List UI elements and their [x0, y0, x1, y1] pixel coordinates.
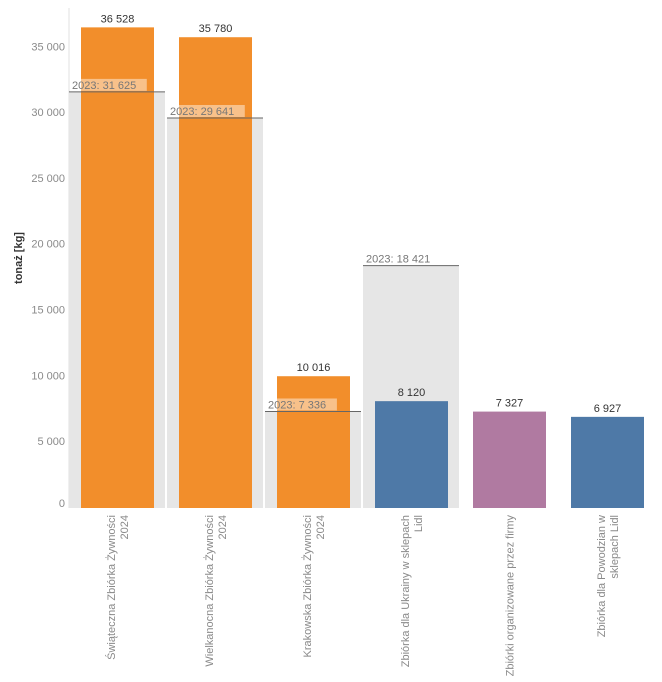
reference-label-bg	[266, 398, 337, 411]
x-category-label-line: Zbiórka dla Ukrainy w sklepach	[400, 515, 412, 667]
x-category-label-line: 2024	[119, 515, 131, 539]
x-category-label: Zbiórka dla Ukrainy w sklepach Lidl	[400, 515, 425, 667]
x-axis-labels: Świąteczna Zbiórka Żywności 2024 Wielkanoc…	[105, 515, 621, 677]
x-category-label-line: 2024	[315, 515, 327, 539]
reference-label-2023: 2023: 31 625	[72, 80, 136, 92]
x-category-label-line: Zbiórki organizowane przez firmy	[505, 515, 517, 677]
x-category-label-line: Zbiórka dla Powodzian w	[596, 515, 608, 637]
x-category-label: Świąteczna Zbiórka Żywności 2024	[105, 515, 131, 660]
x-category-label-line: Wielkanocna Zbiórka Żywności	[203, 515, 216, 667]
x-category-label-line: 2024	[217, 515, 229, 539]
bar	[473, 411, 546, 508]
reference-label-bg	[70, 78, 147, 91]
reference-label-2023: 2023: 18 421	[366, 254, 430, 266]
bar	[81, 27, 154, 509]
bar	[375, 401, 448, 508]
y-tick-label: 25 000	[31, 173, 65, 185]
reference-label-bg	[168, 104, 245, 117]
y-tick-label: 0	[59, 498, 65, 510]
reference-lines: 2023: 31 625 2023: 29 641 2023: 7 336 2023:…	[69, 78, 459, 412]
y-axis-ticks: 0 5 000 10 000 15 000 20 000 25 000 30 000 35 0…	[31, 41, 65, 510]
y-axis-label: tonaż [kg]	[13, 232, 25, 284]
x-category-label: Zbiórka dla Powodzian w sklepach Lidl	[596, 515, 621, 637]
reference-label-2023: 2023: 7 336	[268, 399, 326, 411]
x-category-label-line: Lidl	[413, 515, 425, 532]
x-category-label: Zbiórki organizowane przez firmy	[505, 515, 517, 677]
y-tick-label: 5 000	[37, 436, 65, 448]
bar-value-label: 36 528	[101, 13, 135, 25]
bar	[179, 37, 252, 509]
y-tick-label: 15 000	[31, 305, 65, 317]
y-tick-label: 20 000	[31, 239, 65, 251]
bar-value-label: 8 120	[398, 387, 426, 399]
bar	[571, 416, 644, 508]
y-tick-label: 35 000	[31, 41, 65, 53]
bar-value-label: 6 927	[594, 403, 622, 415]
x-category-label: Krakowska Zbiórka Żywności 2024	[301, 515, 327, 657]
x-category-label-line: Krakowska Zbiórka Żywności	[301, 515, 314, 657]
x-category-label-line: Świąteczna Zbiórka Żywności	[105, 515, 118, 660]
bar-value-label: 10 016	[297, 362, 331, 374]
bars	[81, 27, 644, 509]
x-category-label-line: sklepach Lidl	[609, 515, 621, 579]
y-tick-label: 30 000	[31, 107, 65, 119]
value-labels: 36 528 35 780 10 016 8 120 7 327 6 927	[101, 13, 622, 414]
bar	[277, 376, 350, 508]
bar-value-label: 35 780	[199, 23, 233, 35]
bar-value-label: 7 327	[496, 398, 524, 410]
x-category-label: Wielkanocna Zbiórka Żywności 2024	[203, 515, 229, 667]
y-tick-label: 10 000	[31, 370, 65, 382]
reference-label-2023: 2023: 29 641	[170, 106, 234, 118]
